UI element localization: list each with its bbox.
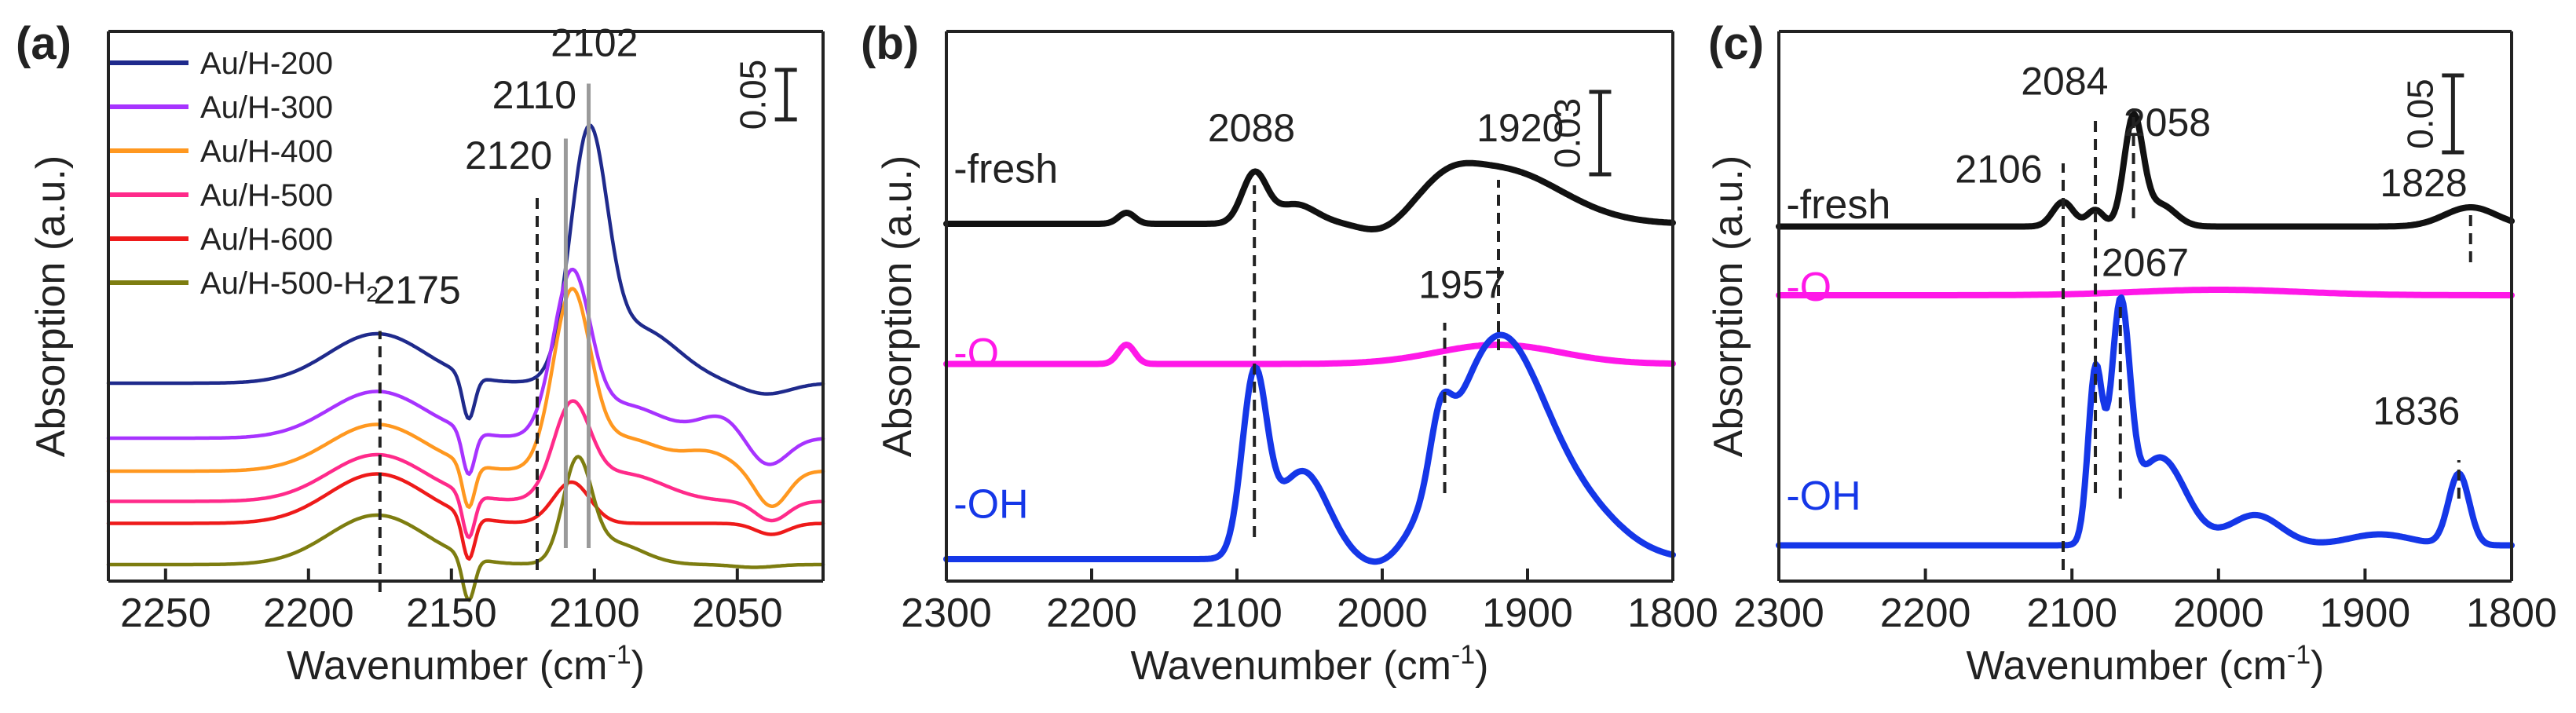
peak-label-2102: 2102 xyxy=(551,21,638,65)
x-tick-label-2100: 2100 xyxy=(1191,591,1283,636)
x-tick-label-2300: 2300 xyxy=(1733,591,1824,636)
peak-label-1836: 1836 xyxy=(2373,389,2460,433)
series-line-oh xyxy=(1776,294,2515,549)
peak-label-2120: 2120 xyxy=(465,133,552,177)
panel-label: (b) xyxy=(861,18,919,69)
y-axis-title: Absorption (a.u.) xyxy=(875,155,920,457)
x-axis-title: Wavenumber (cm-1) xyxy=(1967,640,2325,689)
peak-label-2088: 2088 xyxy=(1208,106,1295,150)
scale-bar-label: 0.05 xyxy=(2399,79,2440,149)
series-label-fresh: -fresh xyxy=(953,147,1058,192)
y-axis-title: Absorption (a.u.) xyxy=(1706,155,1751,457)
x-tick-label-2250: 2250 xyxy=(120,591,211,636)
x-axis-title: Wavenumber (cm-1) xyxy=(1131,640,1489,689)
series-line-au-h-300 xyxy=(106,267,825,477)
panel-c: (c) 2106 2084 2058 1828 2067 1836 -fresh -O -OH 0.… xyxy=(1706,18,2557,689)
x-axis-title: Wavenumber (cm-1) xyxy=(287,640,645,689)
x-tick-label-2100: 2100 xyxy=(549,591,640,636)
series-label-o: -O xyxy=(1786,265,1831,310)
peak-label-2067: 2067 xyxy=(2102,241,2189,285)
peak-label-1957: 1957 xyxy=(1418,263,1506,307)
legend-label-main: Au/H-500 xyxy=(200,178,333,213)
peak-label-2084: 2084 xyxy=(2021,60,2108,104)
legend-label-au-h-300: Au/H-300 xyxy=(200,90,333,125)
peak-label-2106: 2106 xyxy=(1955,148,2042,192)
x-tick-label-2300: 2300 xyxy=(901,591,992,636)
legend-label-au-h-200: Au/H-200 xyxy=(200,46,333,81)
x-axis-title-end: ) xyxy=(1475,643,1488,689)
legend-label-main: Au/H-400 xyxy=(200,134,333,169)
x-axis-title-sup: -1 xyxy=(607,640,631,670)
scale-bar-label: 0.05 xyxy=(733,60,774,130)
panel-b: (b) 2088 1920 1957 -fresh -O -OH 0.03 2300 2200 21… xyxy=(861,18,1718,689)
series-line-o xyxy=(1776,287,2515,298)
x-tick-label-2150: 2150 xyxy=(406,591,497,636)
peak-label-1920: 1920 xyxy=(1476,106,1564,150)
legend-label-au-h-500: Au/H-500 xyxy=(200,178,333,213)
x-tick-label-2000: 2000 xyxy=(2173,591,2264,636)
series-line-au-h-400 xyxy=(106,287,825,510)
x-tick-label-2200: 2200 xyxy=(1880,591,1971,636)
series-line-au-h-200 xyxy=(106,123,825,421)
x-tick-label-2100: 2100 xyxy=(2026,591,2117,636)
series-label-fresh: -fresh xyxy=(1786,182,1890,228)
series-label-o: -O xyxy=(953,331,999,376)
x-axis-title-main: Wavenumber (cm xyxy=(287,643,607,689)
series-line-fresh xyxy=(1776,111,2515,230)
legend-label-au-h-500-h2: Au/H-500-H2 xyxy=(200,266,379,306)
series-line-au-h-600 xyxy=(106,472,825,561)
series-label-oh: -OH xyxy=(953,482,1028,528)
legend-label-au-h-400: Au/H-400 xyxy=(200,134,333,169)
x-axis-title-sup: -1 xyxy=(2287,640,2311,670)
series-line-o xyxy=(943,342,1676,367)
x-tick-label-1800: 1800 xyxy=(1627,591,1718,636)
series-line-au-h-500 xyxy=(106,399,825,539)
legend-label-sub: 2 xyxy=(366,282,379,306)
x-axis-title-main: Wavenumber (cm xyxy=(1967,643,2287,689)
x-axis-title-sup: -1 xyxy=(1451,640,1475,670)
legend-label-au-h-600: Au/H-600 xyxy=(200,222,333,257)
legend-label-main: Au/H-200 xyxy=(200,46,333,81)
peak-label-2175: 2175 xyxy=(374,269,461,313)
x-tick-label-2050: 2050 xyxy=(692,591,783,636)
x-tick-label-1900: 1900 xyxy=(2320,591,2411,636)
x-axis-title-end: ) xyxy=(2311,643,2324,689)
series-line-fresh xyxy=(943,159,1676,232)
panel-a: (a) 2175 2120 2110 2102 0.05 2250 2200 2150 2100 2… xyxy=(16,18,825,689)
peak-label-1828: 1828 xyxy=(2380,161,2467,205)
panel-label: (c) xyxy=(1708,18,1764,69)
y-axis-title: Absorption (a.u.) xyxy=(28,155,74,457)
scale-bar-label: 0.03 xyxy=(1547,98,1588,169)
legend-label-main: Au/H-600 xyxy=(200,222,333,257)
legend-label-main: Au/H-500-H xyxy=(200,266,366,301)
x-axis-title-main: Wavenumber (cm xyxy=(1131,643,1451,689)
x-tick-label-1900: 1900 xyxy=(1482,591,1573,636)
legend-label-main: Au/H-300 xyxy=(200,90,333,125)
peak-label-2110: 2110 xyxy=(492,73,577,117)
x-tick-label-2200: 2200 xyxy=(1046,591,1137,636)
series-line-oh xyxy=(943,331,1676,565)
x-tick-label-2200: 2200 xyxy=(263,591,354,636)
peak-label-2058: 2058 xyxy=(2124,101,2211,144)
series-line-au-h-500-h2 xyxy=(106,455,825,602)
x-axis-title-end: ) xyxy=(631,643,645,689)
x-tick-label-1800: 1800 xyxy=(2466,591,2557,636)
x-tick-label-2000: 2000 xyxy=(1337,591,1428,636)
panel-label: (a) xyxy=(16,18,71,69)
series-label-oh: -OH xyxy=(1786,474,1861,519)
